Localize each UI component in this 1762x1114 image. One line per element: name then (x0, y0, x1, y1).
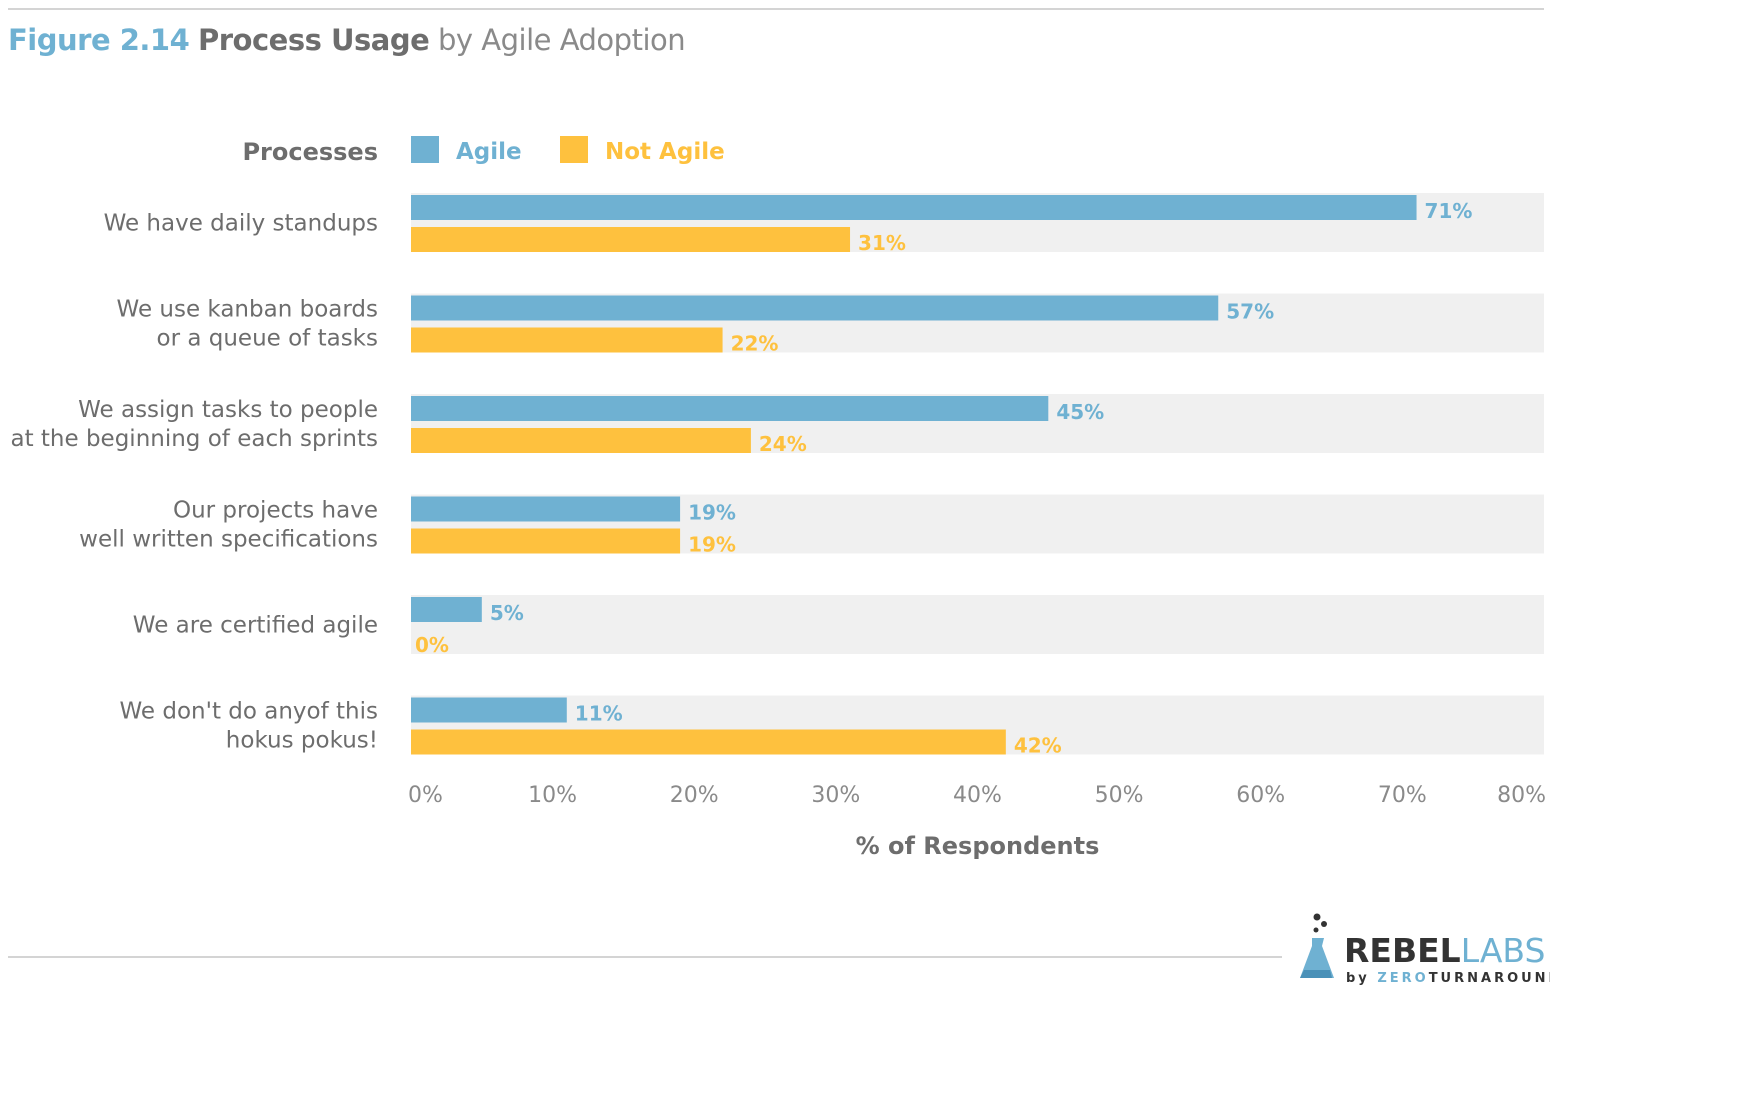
logo-name-left: REBEL (1344, 931, 1461, 970)
data-label-not-agile: 42% (1014, 734, 1062, 758)
data-label-not-agile: 19% (688, 533, 736, 557)
bar-agile (411, 597, 482, 622)
logo-tag-turn: TURNAROUND (1429, 971, 1550, 986)
data-label-agile: 45% (1056, 400, 1104, 424)
data-label-not-agile: 22% (731, 332, 779, 356)
category-label: well written specifications (79, 527, 378, 553)
logo-tagline: by ZEROTURNAROUND (1346, 971, 1550, 986)
x-axis-title: % of Respondents (856, 832, 1100, 860)
legend-label-agile: Agile (456, 139, 522, 165)
data-label-agile: 19% (688, 501, 736, 525)
category-label: We are certified agile (133, 613, 378, 639)
data-label-agile: 11% (575, 702, 623, 726)
category-label: Our projects have (173, 498, 378, 524)
figure-subtitle: by Agile Adoption (437, 23, 686, 57)
data-label-agile: 5% (490, 601, 524, 625)
x-tick-label: 80% (1497, 783, 1546, 808)
category-label: or a queue of tasks (157, 326, 379, 352)
category-label: hokus pokus! (226, 728, 378, 754)
bar-not-agile (411, 227, 851, 252)
data-label-not-agile: 24% (759, 432, 807, 456)
row-band (411, 595, 1544, 654)
x-tick-label: 0% (408, 783, 443, 808)
bottom-divider (8, 956, 1282, 958)
x-tick-label: 50% (1095, 783, 1144, 808)
legend-swatch-agile (411, 136, 439, 163)
data-label-agile: 71% (1425, 199, 1473, 223)
x-tick-label: 70% (1378, 783, 1427, 808)
bar-agile (411, 295, 1219, 321)
bar-not-agile (411, 729, 1006, 755)
figure-number: Figure 2.14 (8, 23, 190, 57)
x-tick-label: 30% (811, 783, 860, 808)
bar-chart: Processes Agile Not Agile We have daily sta… (10, 136, 1546, 860)
bar-agile (411, 396, 1049, 421)
category-label: We don't do anyof this (120, 699, 378, 725)
bar-not-agile (411, 327, 723, 353)
figure-title: Figure 2.14 Process Usage by Agile Adopt… (8, 20, 686, 60)
data-label-not-agile: 0% (415, 633, 449, 657)
top-divider (8, 8, 1544, 10)
x-tick-label: 40% (953, 783, 1002, 808)
category-label: We assign tasks to people (78, 397, 378, 423)
logo-wordmark: REBELLABS (1344, 931, 1545, 970)
legend-header: Processes (242, 138, 378, 166)
bar-not-agile (411, 528, 681, 554)
bar-agile (411, 496, 681, 522)
x-tick-label: 60% (1236, 783, 1285, 808)
flask-icon (1300, 913, 1334, 978)
data-label-not-agile: 31% (858, 231, 906, 255)
category-label: We use kanban boards (117, 297, 378, 323)
category-label: We have daily standups (104, 211, 378, 237)
logo-tag-zero: ZERO (1377, 971, 1428, 986)
legend-label-not-agile: Not Agile (605, 139, 725, 165)
logo-tag-by: by (1346, 971, 1377, 986)
category-label: at the beginning of each sprints (10, 426, 378, 452)
x-tick-label: 10% (528, 783, 577, 808)
bar-not-agile (411, 428, 751, 453)
figure-main-title: Process Usage (198, 23, 430, 57)
data-label-agile: 57% (1226, 300, 1274, 324)
bar-agile (411, 697, 567, 723)
rebellabs-logo: REBELLABS by ZEROTURNAROUND (1300, 913, 1550, 986)
legend-swatch-not-agile (560, 136, 588, 163)
x-tick-label: 20% (670, 783, 719, 808)
bar-agile (411, 195, 1417, 220)
logo-name-right: LABS (1461, 931, 1546, 970)
